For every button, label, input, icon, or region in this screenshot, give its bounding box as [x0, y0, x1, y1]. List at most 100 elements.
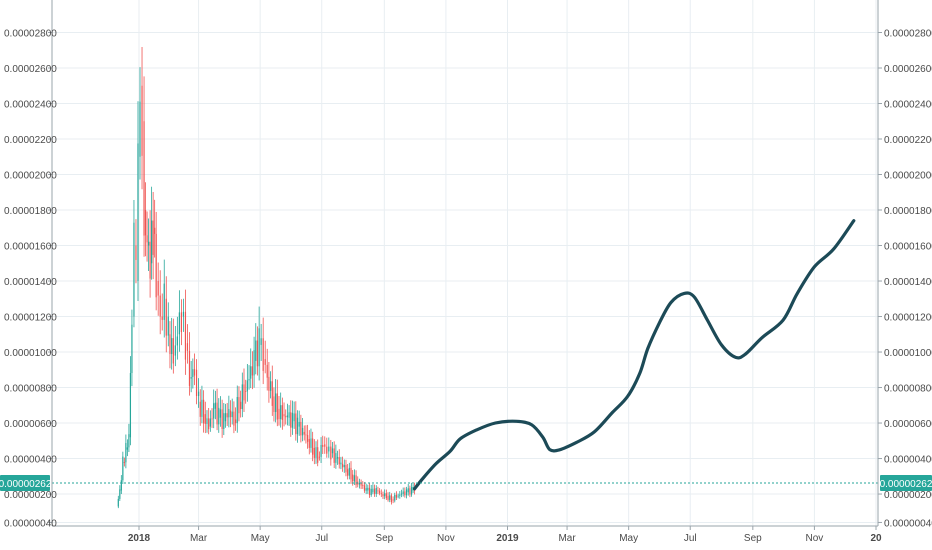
candle-body [213, 403, 215, 419]
left-price-badge: 0.00000262 [0, 475, 52, 492]
candle-body [241, 384, 243, 410]
candle-body [399, 494, 401, 496]
y-tick-label-right: 0.00001000 [884, 348, 932, 359]
x-tick-label: Sep [744, 533, 762, 544]
candle-body [167, 316, 169, 336]
right-price-badge-text: 0.00000262 [880, 479, 932, 490]
y-tick-label: 0.00002200 [4, 135, 57, 146]
candle-body [266, 364, 268, 378]
candle-body [199, 401, 201, 417]
y-tick-label-right: 0.00002800 [884, 28, 932, 39]
candle-body [373, 488, 376, 494]
candle-body [301, 427, 304, 436]
candle-body [331, 448, 334, 454]
candle-body [291, 412, 294, 428]
candle-body [395, 494, 398, 498]
candle-body [285, 416, 287, 418]
candle-body [336, 457, 339, 459]
candle-body [204, 414, 206, 424]
y-tick-label-right: 0.00000400 [884, 455, 932, 466]
candle-body [343, 465, 345, 468]
y-tick-label: 0.00001400 [4, 277, 57, 288]
candle-body [368, 487, 371, 496]
x-tick-label: May [251, 533, 270, 544]
y-tick-label: 0.00001200 [4, 313, 57, 324]
candle-body [126, 447, 128, 450]
x-tick-label: Mar [190, 533, 208, 544]
candle-body [288, 412, 290, 418]
x-tick-label: Jul [315, 533, 328, 544]
candle-body [211, 418, 213, 420]
candle-body [298, 421, 300, 427]
candle-body [117, 498, 119, 507]
y-tick-label: 0.00001600 [4, 242, 57, 253]
y-tick-label: 0.00000200 [4, 490, 57, 501]
candle-body [214, 402, 216, 409]
candle-body [333, 448, 335, 463]
candle-body [394, 494, 396, 501]
grid-lines [52, 0, 878, 526]
candle-body [135, 245, 137, 260]
y-tick-label-right: 0.00000200 [884, 490, 932, 501]
candle-body [122, 456, 124, 481]
candle-body [335, 453, 337, 463]
candle-body [390, 495, 392, 503]
y-tick-label: 0.00001800 [4, 206, 57, 217]
candle-body [410, 487, 413, 495]
y-tick-label: 0.00000800 [4, 384, 57, 395]
candle-body [144, 210, 147, 236]
candle-body [231, 411, 233, 418]
candle-body [305, 434, 307, 436]
candle-body [268, 376, 270, 391]
candle-body [404, 491, 406, 496]
candle-body [151, 220, 153, 264]
x-tick-label: Nov [437, 533, 455, 544]
time-axis[interactable]: 2018 Mar May Jul Sep Nov 2019 Mar May Jul Sep Nov 20 [128, 526, 882, 544]
x-tick-label: May [619, 533, 638, 544]
candle-body [229, 410, 232, 418]
candle-body [258, 328, 260, 367]
candle-body [313, 447, 315, 458]
y-tick-label-right: 0.00001800 [884, 206, 932, 217]
candle-body [260, 338, 262, 345]
candle-body [163, 283, 165, 320]
candle-body [324, 444, 326, 447]
y-tick-label: 0.00002000 [4, 171, 57, 182]
candle-body [342, 463, 344, 468]
y-tick-label-right: 0.00000800 [884, 384, 932, 395]
candle-body [236, 397, 238, 424]
candle-body [338, 457, 340, 465]
candle-body [384, 493, 386, 497]
candle-body [218, 407, 220, 425]
candle-body [303, 431, 305, 435]
candle-body [180, 312, 183, 333]
candle-body [281, 405, 283, 420]
candle-body [276, 393, 278, 420]
candlestick-series [117, 47, 416, 509]
candle-body [355, 475, 357, 486]
candle-body [172, 338, 174, 364]
candle-body [367, 487, 369, 491]
candle-body [240, 401, 242, 410]
candle-body [278, 408, 280, 420]
candle-body [389, 495, 391, 500]
candle-body [353, 475, 355, 482]
y-tick-label-right: 0.00000600 [884, 419, 932, 430]
candle-body [238, 397, 240, 414]
candle-body [380, 493, 382, 495]
candle-body [377, 490, 379, 492]
candle-body [221, 409, 223, 429]
left-price-axis[interactable]: 0.00000040 0.00000200 0.00000400 0.00000600… [4, 28, 57, 529]
candle-body [182, 311, 185, 317]
y-tick-label-right: 0.00001400 [884, 277, 932, 288]
candle-body [206, 418, 208, 424]
candle-body [340, 462, 342, 465]
candle-body [375, 488, 377, 494]
right-price-axis[interactable]: 0.00000040 0.00000200 0.00000400 0.00000600… [878, 28, 932, 529]
candle-body [223, 413, 225, 429]
candle-body [312, 438, 314, 455]
candle-body [307, 435, 309, 442]
candle-body [365, 488, 367, 491]
candle-body [120, 480, 122, 491]
